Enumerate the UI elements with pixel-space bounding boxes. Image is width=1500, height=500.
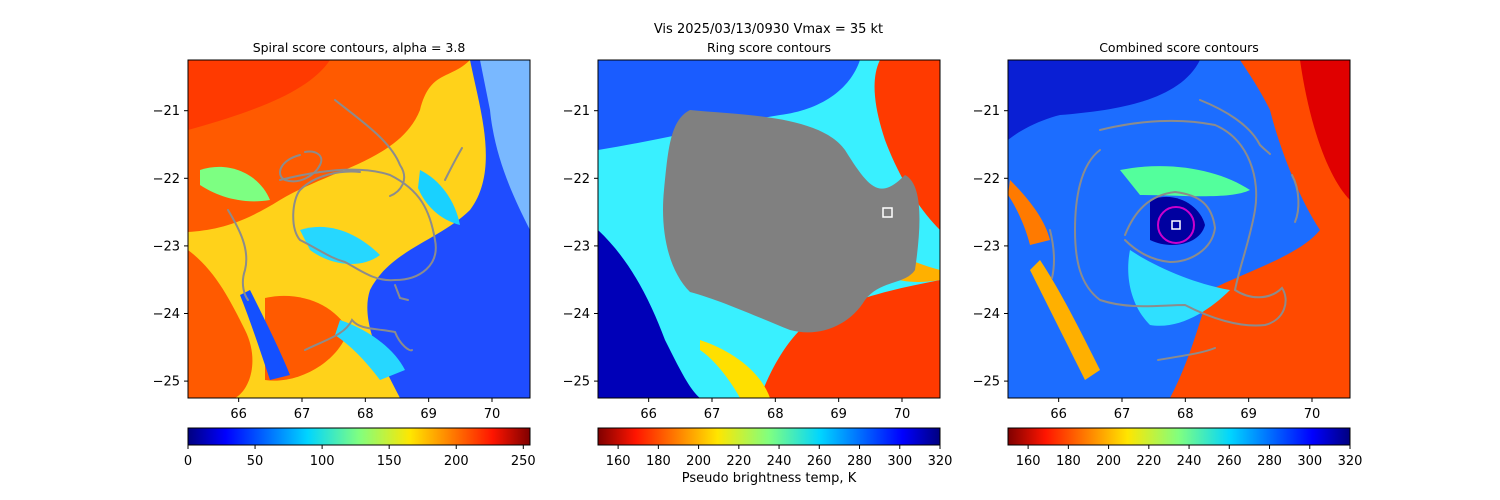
x-tick-label: 69 bbox=[1240, 407, 1257, 422]
colorbar-tick-label: 50 bbox=[247, 454, 264, 469]
x-tick-label: 68 bbox=[767, 407, 784, 422]
y-tick-label: −25 bbox=[563, 375, 590, 390]
x-tick-label: 66 bbox=[640, 407, 657, 422]
colorbar-tick-label: 240 bbox=[767, 454, 792, 469]
colorbar-tick-label: 200 bbox=[686, 454, 711, 469]
colorbar-tick-label: 0 bbox=[184, 454, 192, 469]
y-tick-label: −23 bbox=[563, 239, 590, 254]
y-tick-label: −22 bbox=[563, 172, 590, 187]
colorbar-tick-label: 200 bbox=[444, 454, 469, 469]
colorbar-tick-label: 300 bbox=[887, 454, 912, 469]
colorbar-tick-label: 220 bbox=[726, 454, 751, 469]
panel-2-title: Ring score contours bbox=[706, 40, 832, 55]
colorbar-tick-label: 320 bbox=[928, 454, 953, 469]
colorbar-2-label: Pseudo brightness temp, K bbox=[681, 471, 857, 486]
y-tick-label: −25 bbox=[973, 375, 1000, 390]
x-tick-label: 70 bbox=[1304, 407, 1321, 422]
colorbar-tick-label: 280 bbox=[1257, 454, 1282, 469]
x-tick-label: 67 bbox=[294, 407, 311, 422]
y-tick-label: −23 bbox=[973, 239, 1000, 254]
y-tick-label: −21 bbox=[973, 104, 1000, 119]
y-tick-label: −22 bbox=[973, 172, 1000, 187]
y-tick-label: −22 bbox=[153, 172, 180, 187]
colorbar-tick-label: 160 bbox=[606, 454, 631, 469]
y-tick-label: −24 bbox=[563, 307, 590, 322]
x-tick-label: 69 bbox=[830, 407, 847, 422]
x-tick-label: 66 bbox=[230, 407, 247, 422]
y-tick-label: −24 bbox=[153, 307, 180, 322]
colorbar-2 bbox=[597, 427, 941, 446]
colorbar-1 bbox=[187, 427, 531, 446]
colorbar-tick-label: 320 bbox=[1338, 454, 1363, 469]
colorbar-tick-label: 260 bbox=[1217, 454, 1242, 469]
panel-2-frame bbox=[597, 59, 941, 399]
x-tick-label: 69 bbox=[420, 407, 437, 422]
colorbar-tick-label: 300 bbox=[1297, 454, 1322, 469]
x-tick-label: 68 bbox=[357, 407, 374, 422]
colorbar-tick-label: 220 bbox=[1136, 454, 1161, 469]
x-tick-label: 70 bbox=[894, 407, 911, 422]
panel-3-frame bbox=[1007, 59, 1351, 399]
panel-1-title: Spiral score contours, alpha = 3.8 bbox=[252, 40, 466, 55]
x-tick-label: 68 bbox=[1177, 407, 1194, 422]
colorbar-tick-label: 160 bbox=[1016, 454, 1041, 469]
x-tick-label: 70 bbox=[484, 407, 501, 422]
panel-3-contours bbox=[1049, 99, 1300, 361]
colorbar-tick-label: 240 bbox=[1177, 454, 1202, 469]
y-tick-label: −23 bbox=[153, 239, 180, 254]
colorbar-tick-label: 250 bbox=[511, 454, 536, 469]
colorbar-tick-label: 180 bbox=[1056, 454, 1081, 469]
panel-1-frame bbox=[187, 59, 531, 399]
colorbar-tick-label: 260 bbox=[807, 454, 832, 469]
panel-1-image bbox=[188, 60, 530, 398]
x-tick-label: 67 bbox=[1114, 407, 1131, 422]
y-tick-label: −21 bbox=[153, 104, 180, 119]
panel-2-image bbox=[598, 60, 940, 398]
x-tick-label: 66 bbox=[1050, 407, 1067, 422]
y-tick-label: −25 bbox=[153, 375, 180, 390]
panel-3-title: Combined score contours bbox=[1099, 40, 1259, 55]
colorbar-tick-label: 100 bbox=[310, 454, 335, 469]
x-tick-label: 67 bbox=[704, 407, 721, 422]
colorbar-3 bbox=[1007, 427, 1351, 446]
colorbar-tick-label: 200 bbox=[1096, 454, 1121, 469]
figure-suptitle: Vis 2025/03/13/0930 Vmax = 35 kt bbox=[653, 22, 884, 37]
y-tick-label: −24 bbox=[973, 307, 1000, 322]
y-tick-label: −21 bbox=[563, 104, 590, 119]
colorbar-tick-label: 280 bbox=[847, 454, 872, 469]
panel-1-contours bbox=[227, 99, 463, 352]
panel-3-image bbox=[1008, 60, 1350, 398]
colorbar-tick-label: 150 bbox=[377, 454, 402, 469]
colorbar-tick-label: 180 bbox=[646, 454, 671, 469]
